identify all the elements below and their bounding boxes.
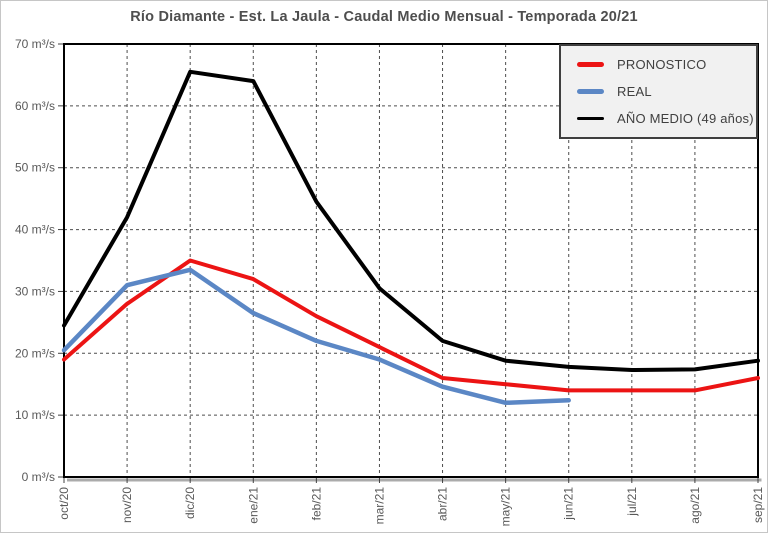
legend-line-swatch-ano-medio [577, 117, 604, 120]
legend-item-pronostico: PRONOSTICO [577, 57, 752, 72]
svg-text:60 m³/s: 60 m³/s [15, 99, 55, 113]
svg-text:0 m³/s: 0 m³/s [22, 470, 55, 484]
legend-label-pronostico: PRONOSTICO [617, 57, 707, 72]
svg-text:mar/21: mar/21 [372, 487, 386, 525]
legend-label-ano-medio: AÑO MEDIO (49 años) [617, 111, 754, 126]
chart-title: Río Diamante - Est. La Jaula - Caudal Me… [130, 9, 638, 25]
x-axis-labels: oct/20 nov/20 dic/20 ene/21 feb/21 mar/21 abr/… [57, 487, 765, 527]
svg-text:oct/20: oct/20 [57, 487, 71, 520]
svg-text:jul/21: jul/21 [625, 487, 639, 517]
svg-text:ago/21: ago/21 [688, 487, 702, 524]
legend-item-real: REAL [577, 84, 752, 99]
svg-text:abr/21: abr/21 [436, 487, 450, 521]
svg-text:30 m³/s: 30 m³/s [15, 284, 55, 298]
svg-text:20 m³/s: 20 m³/s [15, 346, 55, 360]
y-axis-labels: 0 m³/s 10 m³/s 20 m³/s 30 m³/s 40 m³/s 50 m³/… [15, 37, 55, 484]
svg-text:may/21: may/21 [499, 487, 513, 527]
svg-text:50 m³/s: 50 m³/s [15, 161, 55, 175]
legend-item-ano-medio: AÑO MEDIO (49 años) [577, 111, 754, 126]
svg-text:feb/21: feb/21 [309, 487, 323, 521]
axis-ticks [58, 43, 759, 483]
legend-line-swatch-pronostico [577, 62, 604, 67]
svg-text:dic/20: dic/20 [183, 487, 197, 519]
legend-label-real: REAL [617, 84, 652, 99]
series-line-pronostico [62, 258, 760, 393]
series-line-real [61, 267, 571, 406]
svg-text:70 m³/s: 70 m³/s [15, 37, 55, 51]
series-line-ano-medio-49-anos [62, 69, 760, 372]
svg-text:sep/21: sep/21 [751, 487, 765, 523]
chart-legend: PRONOSTICO REAL AÑO MEDIO (49 años) [559, 44, 758, 139]
svg-text:jun/21: jun/21 [562, 487, 576, 521]
svg-text:nov/20: nov/20 [120, 487, 134, 523]
svg-text:10 m³/s: 10 m³/s [15, 408, 55, 422]
svg-text:40 m³/s: 40 m³/s [15, 223, 55, 237]
legend-line-swatch-real [577, 89, 604, 94]
svg-text:ene/21: ene/21 [246, 487, 260, 524]
plot-border [63, 43, 759, 478]
